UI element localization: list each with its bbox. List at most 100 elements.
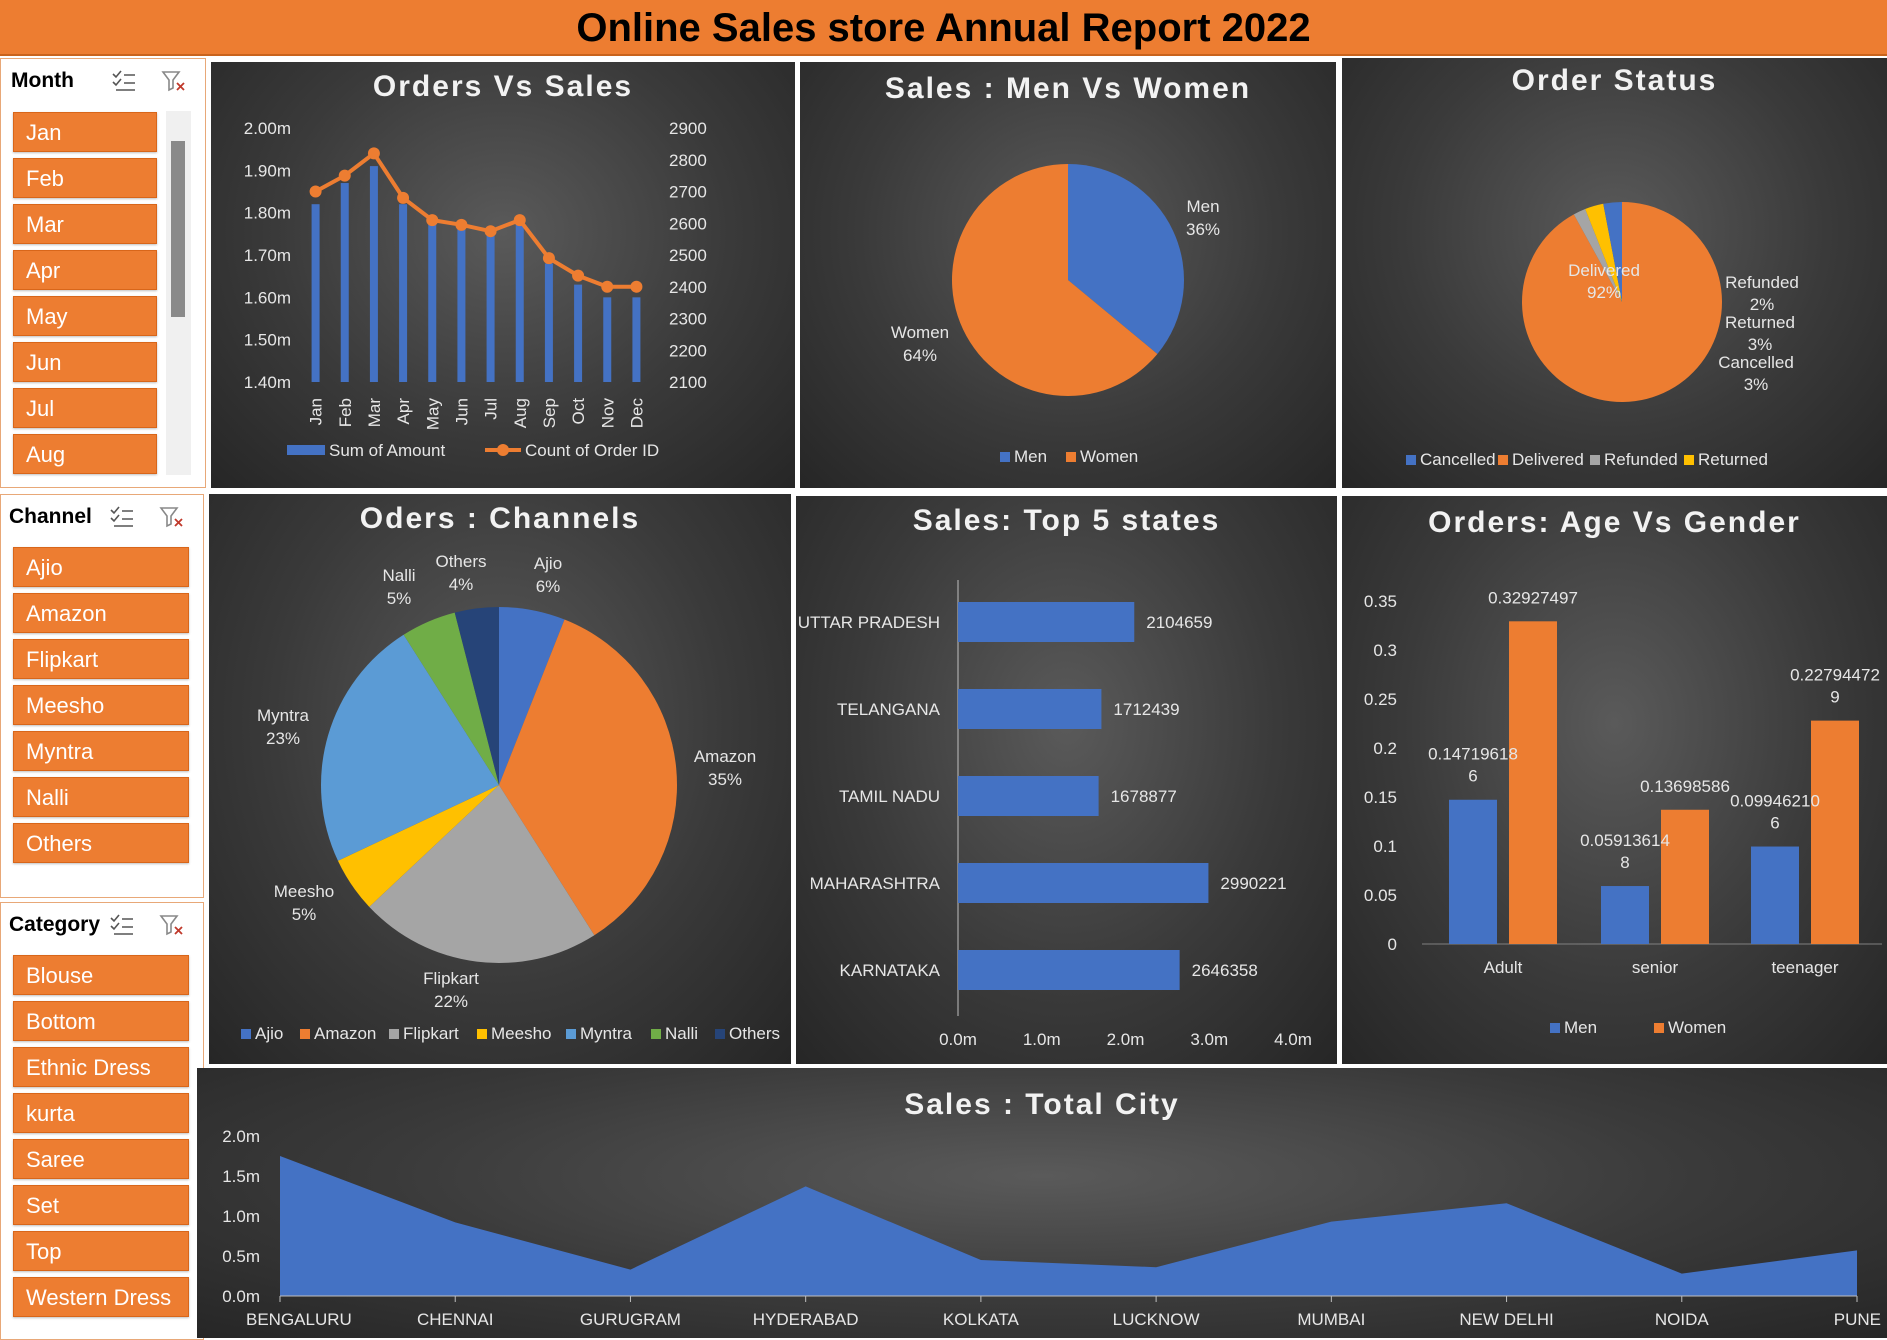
legend-item-ajio-marker [241, 1029, 251, 1039]
channel-slicer-item[interactable]: Meesho [13, 685, 189, 725]
legend-item-cancelled: Cancelled [1420, 450, 1496, 469]
multi-select-icon[interactable] [109, 505, 135, 529]
sales-bar [340, 183, 349, 382]
x-tick-label: Apr [394, 398, 413, 425]
multi-select-icon[interactable] [109, 913, 135, 937]
data-label-returned: Returned [1725, 313, 1795, 332]
category-slicer-item[interactable]: Ethnic Dress [13, 1047, 189, 1087]
multi-select-icon[interactable] [111, 69, 137, 93]
clear-filter-icon[interactable] [159, 505, 185, 529]
channel-slicer-item[interactable]: Ajio [13, 547, 189, 587]
month-slicer-item[interactable]: Apr [13, 250, 157, 290]
order-count-point [601, 280, 614, 293]
state-label: TELANGANA [837, 700, 941, 719]
state-label: UTTAR PRADESH [798, 613, 940, 632]
legend-item-flipkart-marker [389, 1029, 399, 1039]
men-value-label: 6 [1468, 767, 1477, 786]
chart-title: Oders : Channels [359, 502, 641, 535]
y-right-tick-label: 2900 [669, 119, 707, 138]
category-slicer-item[interactable]: Western Dress [13, 1277, 189, 1317]
category-slicer-item[interactable]: Saree [13, 1139, 189, 1179]
category-slicer-item[interactable]: Blouse [13, 955, 189, 995]
sales-bar [428, 221, 437, 382]
legend-item-refunded-marker [1590, 455, 1600, 465]
orders-vs-sales-chart: Orders Vs Sales 1.40m 1.50m 1.60m 1.70m 1.80… [211, 62, 795, 488]
y-left-tick-label: 1.80m [244, 204, 291, 223]
state-value-label: 1678877 [1111, 787, 1177, 806]
legend-item-returned-marker [1684, 455, 1694, 465]
state-bar [958, 776, 1099, 816]
x-tick-label: Nov [598, 398, 617, 429]
data-label-amazon-pct: 35% [708, 770, 742, 789]
men-value-label: 8 [1620, 853, 1629, 872]
state-value-label: 2990221 [1220, 874, 1286, 893]
legend-item-cancelled-marker [1406, 455, 1416, 465]
clear-filter-icon[interactable] [159, 913, 185, 937]
report-title: Online Sales store Annual Report 2022 [0, 0, 1887, 56]
men-value-label: 0.09946210 [1730, 792, 1820, 811]
channel-slicer-item[interactable]: Myntra [13, 731, 189, 771]
month-scrollbar[interactable] [166, 111, 191, 475]
sales-bar [486, 233, 495, 382]
month-slicer-item[interactable]: May [13, 296, 157, 336]
x-tick-label: 1.0m [1023, 1030, 1061, 1049]
legend-marker-amount [287, 445, 325, 455]
month-scrollbar-thumb[interactable] [171, 141, 185, 317]
x-tick-label: Aug [511, 398, 530, 428]
state-label: TAMIL NADU [839, 787, 940, 806]
women-value-label: 0.32927497 [1488, 588, 1578, 607]
legend-item-men: Men [1014, 447, 1047, 466]
month-slicer-item[interactable]: Jul [13, 388, 157, 428]
legend-item-others-marker [715, 1029, 725, 1039]
men-value-label: 0.14719618 [1428, 745, 1518, 764]
channel-slicer-item[interactable]: Others [13, 823, 189, 863]
y-left-tick-label: 1.90m [244, 161, 291, 180]
city-label: CHENNAI [417, 1310, 494, 1329]
month-slicer-item[interactable]: Mar [13, 204, 157, 244]
data-label-flipkart: Flipkart [423, 969, 479, 988]
month-slicer-item[interactable]: Aug [13, 434, 157, 474]
clear-filter-icon[interactable] [161, 69, 187, 93]
channel-slicer-item[interactable]: Nalli [13, 777, 189, 817]
legend-item-amazon: Amazon [314, 1024, 376, 1043]
channel-slicer-item[interactable]: Flipkart [13, 639, 189, 679]
y-tick-label: 0.15 [1364, 788, 1397, 807]
chart-title: Order Status [1511, 64, 1718, 97]
data-label-meesho: Meesho [274, 882, 334, 901]
data-label-myntra-pct: 23% [266, 729, 300, 748]
data-label-ajio: Ajio [534, 554, 562, 573]
x-tick-label: teenager [1771, 958, 1838, 977]
city-label: NEW DELHI [1459, 1310, 1553, 1329]
women-bar [1811, 720, 1859, 944]
pie-slice-amazon [499, 619, 677, 936]
y-left-tick-label: 1.50m [244, 331, 291, 350]
data-label-delivered: Delivered [1568, 261, 1640, 280]
category-slicer-item[interactable]: Top [13, 1231, 189, 1271]
legend-item-meesho: Meesho [491, 1024, 551, 1043]
month-slicer-item[interactable]: Jun [13, 342, 157, 382]
channel-slicer-item[interactable]: Amazon [13, 593, 189, 633]
order-count-point [367, 147, 380, 160]
chart-title: Sales : Total City [904, 1088, 1180, 1121]
y-tick-label: 0.25 [1364, 690, 1397, 709]
order-count-point [513, 214, 526, 227]
month-slicer-item[interactable]: Feb [13, 158, 157, 198]
legend-item-men: Men [1564, 1018, 1597, 1037]
city-label: MUMBAI [1297, 1310, 1365, 1329]
category-slicer-item[interactable]: Set [13, 1185, 189, 1225]
legend-item-flipkart: Flipkart [403, 1024, 459, 1043]
legend-item-men-marker [1000, 452, 1010, 462]
pie-slice-cancelled [1603, 202, 1622, 302]
pie-slice-meesho [337, 785, 499, 907]
data-label-amazon: Amazon [694, 747, 756, 766]
data-label-men: Men [1186, 197, 1219, 216]
pie-slice-refunded [1573, 209, 1622, 302]
legend-item-others: Others [729, 1024, 780, 1043]
y-right-tick-label: 2200 [669, 341, 707, 360]
order-count-point [630, 280, 643, 293]
order-count-point [572, 269, 585, 282]
age-vs-gender-chart: Orders: Age Vs Gender 0 0.05 0.1 0.15 0.2 0.2… [1342, 496, 1887, 1064]
month-slicer-item[interactable]: Jan [13, 112, 157, 152]
category-slicer-item[interactable]: kurta [13, 1093, 189, 1133]
category-slicer-item[interactable]: Bottom [13, 1001, 189, 1041]
